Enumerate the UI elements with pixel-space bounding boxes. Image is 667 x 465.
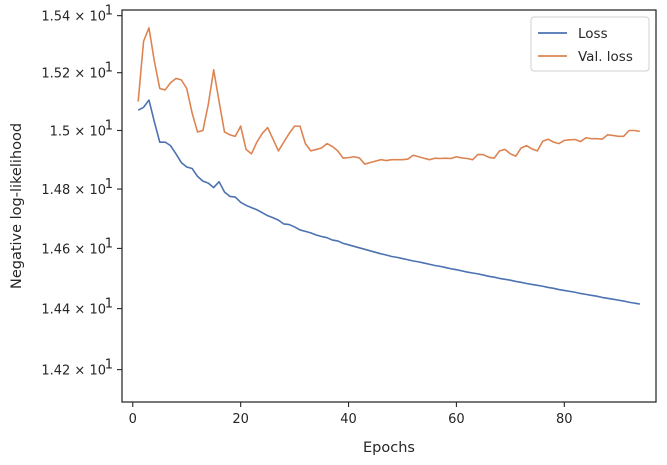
x-tick-label: 20 [232, 412, 249, 427]
y-tick-exponent: 1 [105, 177, 113, 192]
legend: Loss Val. loss [530, 16, 650, 72]
y-tick-exponent: 1 [105, 61, 113, 76]
x-tick-label: 40 [340, 412, 357, 427]
legend-label-0: Loss [578, 26, 608, 42]
y-tick-label: 1.5 × 10 [50, 124, 106, 139]
plot-lines [137, 27, 640, 305]
y-tick-exponent: 1 [105, 118, 113, 133]
y-tick-exponent: 1 [105, 4, 113, 19]
x-tick-label: 60 [448, 412, 465, 427]
y-tick-label: 1.46 × 10 [41, 242, 106, 257]
y-axis-label: Negative log-likelihood [9, 123, 25, 289]
y-tick-label: 1.44 × 10 [41, 303, 106, 318]
series-line-0 [137, 99, 640, 305]
x-axis: 0 20 40 60 80 [129, 402, 573, 427]
y-tick-label: 1.54 × 10 [41, 10, 106, 25]
x-tick-label: 0 [129, 412, 137, 427]
y-tick-exponent: 1 [105, 358, 113, 373]
series-line-1 [137, 27, 640, 165]
plot-frame [121, 9, 657, 403]
legend-frame [530, 16, 650, 72]
x-tick-label: 80 [556, 412, 573, 427]
y-tick-exponent: 1 [105, 297, 113, 312]
legend-label-1: Val. loss [578, 49, 633, 65]
y-tick-exponent: 1 [105, 236, 113, 251]
y-tick-label: 1.48 × 10 [41, 183, 106, 198]
y-tick-label: 1.52 × 10 [41, 67, 106, 82]
y-tick-label: 1.42 × 10 [41, 364, 106, 379]
x-axis-label: Epochs [363, 440, 415, 456]
